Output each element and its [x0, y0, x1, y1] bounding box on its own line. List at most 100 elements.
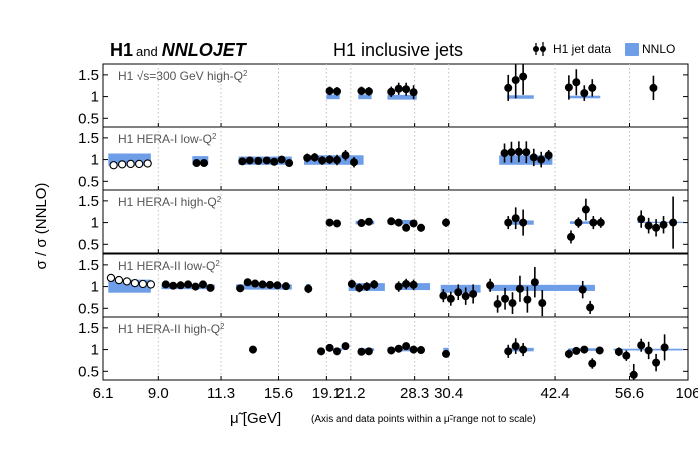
nnlo-band: [507, 95, 534, 99]
data-point: [325, 343, 334, 352]
data-point: [461, 292, 470, 301]
nnlo-band: [637, 221, 683, 224]
data-point: [265, 280, 274, 289]
y-tick-label: 1: [91, 89, 99, 106]
panel-label: H1 HERA-I high-Q2: [118, 195, 222, 210]
data-point: [191, 282, 200, 291]
data-point: [402, 279, 411, 288]
data-point: [285, 159, 294, 168]
data-point: [357, 86, 366, 95]
data-point-open: [114, 275, 124, 285]
data-point: [572, 346, 581, 355]
data-point: [500, 149, 509, 158]
data-point: [402, 342, 411, 351]
y-tick-label: 1.5: [78, 193, 99, 210]
data-point: [169, 281, 178, 290]
data-point: [637, 215, 646, 224]
data-point: [659, 220, 668, 229]
panel-label: H1 HERA-I low-Q2: [118, 132, 217, 147]
panel-label: H1 HERA-II low-Q2: [118, 259, 220, 274]
data-point: [544, 151, 553, 160]
data-point-open: [126, 159, 135, 169]
data-point: [409, 280, 418, 289]
legend: H1 jet data NNLO: [533, 42, 675, 56]
panel-5: 1.5 1 0.5 H1 HERA-II high-Q2: [78, 316, 689, 381]
data-point: [238, 157, 247, 166]
nnlo-band: [326, 94, 340, 100]
panel-label: H1 HERA-II high-Q2: [118, 322, 225, 337]
data-point: [341, 342, 350, 351]
x-tick-label: 6.1: [93, 385, 114, 402]
data-point: [341, 151, 350, 160]
nnlo-band: [440, 284, 481, 293]
panel-frame: [102, 189, 689, 254]
data-point: [580, 345, 589, 354]
data-point: [660, 343, 669, 352]
data-point: [442, 349, 451, 358]
data-point: [652, 358, 661, 367]
y-tick-label: 1.5: [78, 67, 99, 84]
y-tick-label: 0.5: [78, 236, 99, 253]
data-point: [402, 85, 411, 94]
legend-data-marker: [533, 42, 546, 56]
data-point: [580, 89, 589, 98]
y-tick-label: 0.5: [78, 110, 99, 127]
data-point: [387, 346, 396, 355]
data-point: [176, 281, 185, 290]
y-tick-label: 1: [91, 279, 99, 296]
data-point: [469, 289, 478, 298]
data-point: [522, 148, 531, 157]
data-point: [564, 83, 573, 92]
nnlo-band: [192, 156, 209, 165]
y-tick-label: 1.5: [78, 257, 99, 274]
x-tick-label: 56.6: [615, 385, 644, 402]
data-point-open: [143, 159, 152, 168]
data-point: [417, 223, 426, 232]
data-point: [409, 88, 418, 97]
data-point: [364, 347, 373, 356]
data-point: [394, 84, 403, 93]
data-point: [529, 153, 538, 162]
x-tick-label: 15.6: [264, 385, 293, 402]
data-point: [501, 294, 510, 303]
data-point-open: [138, 279, 148, 289]
data-point: [578, 285, 587, 294]
data-point: [504, 83, 513, 92]
data-point: [519, 345, 528, 354]
data-point: [622, 351, 631, 360]
data-point: [596, 218, 605, 227]
data-point: [394, 344, 403, 353]
collab-and: and: [136, 44, 158, 59]
data-point-open: [122, 277, 132, 286]
data-point: [454, 288, 463, 297]
data-point: [439, 291, 448, 300]
data-point: [588, 83, 597, 92]
data-point: [417, 346, 426, 355]
y-tick-label: 1.5: [78, 130, 99, 147]
legend-nnlo-label: NNLO: [642, 42, 675, 56]
panel-1: 1.5 1 0.5 H1 √s=300 GeV high-Q2: [78, 63, 689, 128]
data-point: [504, 347, 513, 356]
nnlo-band: [387, 94, 417, 100]
panel-frame: [102, 316, 689, 381]
x-tick-label: 19.1: [312, 385, 341, 402]
data-point: [325, 155, 334, 164]
data-point: [318, 156, 327, 165]
data-point: [245, 156, 254, 165]
data-point: [387, 87, 396, 96]
data-point: [198, 280, 207, 289]
x-tick-label: 21.2: [336, 385, 365, 402]
y-tick-label: 0.5: [78, 300, 99, 317]
x-axis-note: (Axis and data points within a μ̃-range …: [311, 414, 536, 425]
data-point: [317, 347, 326, 356]
data-point: [409, 219, 418, 228]
data-point: [387, 217, 396, 226]
data-point: [511, 76, 520, 85]
data-point: [669, 218, 678, 227]
legend-data-label: H1 jet data: [553, 42, 611, 56]
nnlo-band: [443, 347, 449, 352]
x-tick-label: 106: [675, 385, 698, 402]
collab-h1: H1: [110, 40, 133, 60]
y-tick-label: 0.5: [78, 173, 99, 190]
data-point: [402, 223, 411, 232]
